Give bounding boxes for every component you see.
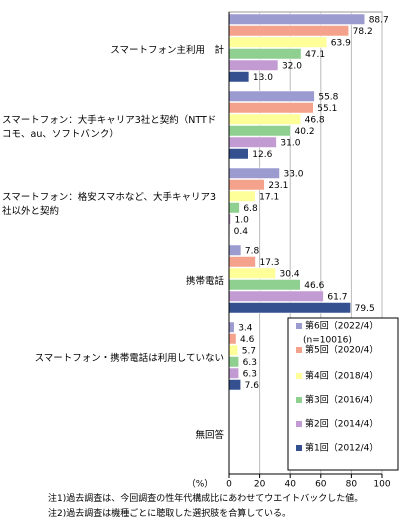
legend-note: (n=10016) <box>303 336 352 346</box>
value-label: 55.1 <box>317 104 337 114</box>
category-label: スマートフォン主利用 計 <box>2 44 224 58</box>
bar <box>228 202 240 214</box>
value-label: 46.8 <box>305 115 325 125</box>
value-label: 55.8 <box>318 92 338 102</box>
legend-label: 第2回（2014/4） <box>305 418 378 430</box>
legend-swatch <box>296 373 302 379</box>
bar <box>228 356 239 368</box>
bar <box>228 59 279 71</box>
value-label: 23.1 <box>268 181 288 191</box>
value-label: 47.1 <box>305 50 325 60</box>
bar <box>228 333 237 345</box>
bar <box>228 25 349 37</box>
category-label: 携帯電話 <box>2 275 224 289</box>
bar <box>228 379 241 391</box>
bar <box>228 125 291 137</box>
bar <box>228 71 250 83</box>
value-label: 4.6 <box>240 335 255 345</box>
legend-label: 第5回（2020/4） <box>305 344 378 356</box>
bar <box>228 321 235 333</box>
value-label: 88.7 <box>369 15 389 25</box>
category-text: スマートフォン主利用 計 <box>110 44 224 56</box>
value-label: 78.2 <box>353 27 373 37</box>
bar <box>228 102 314 114</box>
bar <box>228 302 351 314</box>
bar <box>228 148 249 160</box>
bar <box>228 48 302 60</box>
value-label: 3.4 <box>238 323 253 333</box>
bar <box>228 367 239 379</box>
value-label: 32.0 <box>282 61 302 71</box>
category-label: スマートフォン：大手キャリア3社と契約（NTTドコモ、au、ソフトバンク） <box>2 114 224 142</box>
note: 注1)過去調査は、今回調査の性年代構成比にあわせてウエイトバックした値。 <box>48 494 364 504</box>
value-label: 6.8 <box>243 204 258 214</box>
value-label: 1.0 <box>235 215 250 225</box>
value-label: 6.3 <box>243 358 257 368</box>
legend-swatch <box>296 323 302 329</box>
value-label: 17.1 <box>259 192 279 202</box>
bar <box>228 13 365 25</box>
bar <box>228 190 256 202</box>
legend-swatch <box>296 445 302 451</box>
value-label: 6.3 <box>243 369 257 379</box>
value-label: 46.6 <box>304 281 324 291</box>
value-label: 7.8 <box>245 246 260 256</box>
bar <box>228 90 315 102</box>
legend-swatch <box>296 347 302 353</box>
category-text: スマートフォン：格安スマホなど、大手キャリア3社以外と契約 <box>2 191 216 217</box>
bar <box>228 113 301 125</box>
value-label: 31.0 <box>280 138 300 148</box>
category-label: 無回答 <box>2 429 224 443</box>
legend-label: 第4回（2018/4） <box>305 370 378 382</box>
x-tick-label: 40 <box>284 480 296 490</box>
value-label: 13.0 <box>253 73 273 83</box>
category-text: 無回答 <box>195 429 224 441</box>
x-tick-label: 20 <box>254 480 266 490</box>
legend-swatch <box>296 397 302 403</box>
x-axis-label: （%） <box>187 479 214 490</box>
x-tick-label: 60 <box>315 480 327 490</box>
bar <box>228 279 301 291</box>
value-label: 7.6 <box>245 381 260 391</box>
value-label: 63.9 <box>331 38 351 48</box>
x-tick-label: 80 <box>346 480 358 490</box>
category-label: スマートフォン：格安スマホなど、大手キャリア3社以外と契約 <box>2 191 224 219</box>
x-tick-label: 0 <box>226 480 232 490</box>
value-label: 5.7 <box>242 346 256 356</box>
bar <box>228 167 280 179</box>
value-label: 40.2 <box>295 127 315 137</box>
note: 注2)過去調査は機種ごとに聴取した選択肢を合算している。 <box>48 509 291 519</box>
legend-box <box>287 317 399 471</box>
value-label: 0.4 <box>234 227 249 237</box>
value-label: 17.3 <box>259 258 279 268</box>
bar <box>228 36 328 48</box>
category-text: スマートフォン・携帯電話は利用していない <box>34 352 224 364</box>
category-text: 携帯電話 <box>185 275 224 287</box>
bar <box>228 179 265 191</box>
value-label: 30.4 <box>280 269 300 279</box>
bar <box>228 244 242 256</box>
category-text: スマートフォン：大手キャリア3社と契約（NTTドコモ、au、ソフトバンク） <box>2 114 217 140</box>
bar <box>228 290 324 302</box>
bar <box>228 136 277 148</box>
value-label: 79.5 <box>355 304 375 314</box>
legend-label: 第6回（2022/4） <box>305 320 378 332</box>
bar <box>228 344 238 356</box>
legend-label: 第1回（2012/4） <box>305 442 378 454</box>
bar <box>228 267 276 279</box>
value-label: 12.6 <box>252 150 272 160</box>
category-label: スマートフォン・携帯電話は利用していない <box>2 352 224 366</box>
value-label: 61.7 <box>327 292 347 302</box>
legend-label: 第3回（2016/4） <box>305 394 378 406</box>
legend-swatch <box>296 421 302 427</box>
x-tick-label: 100 <box>373 480 390 490</box>
value-label: 33.0 <box>283 169 303 179</box>
bar <box>228 256 256 268</box>
